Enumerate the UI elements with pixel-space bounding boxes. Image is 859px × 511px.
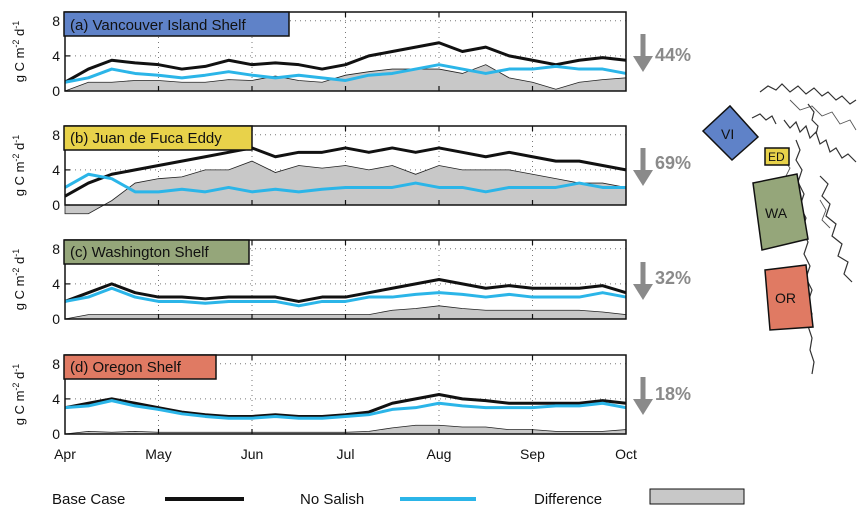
series-no-salish: [64, 63, 627, 84]
reduction-arrow-head: [633, 284, 653, 300]
panel-juan-de-fuca-eddy: 0 4 8 g C m-2 d-1 (b) Juan de Fuca Eddy 69%: [11, 125, 691, 215]
y-axis-label: g C m-2 d-1: [11, 21, 27, 83]
y-tick-label: 0: [52, 197, 60, 213]
panel-title: (b) Juan de Fuca Eddy: [70, 130, 222, 147]
panel-title-box: [63, 354, 217, 380]
y-axis-label: g C m-2 d-1: [11, 135, 27, 197]
y-tick-label: 8: [52, 13, 60, 29]
y-tick-label: 4: [52, 276, 60, 292]
x-tick-label: Jun: [241, 446, 264, 462]
coastline: [751, 83, 857, 375]
difference-area: [64, 305, 627, 320]
x-axis-labels: Apr May Jun Jul Aug Sep Oct: [54, 446, 637, 462]
y-tick-label: 4: [52, 48, 60, 64]
series-base-case: [64, 393, 627, 418]
map-box-ed: ED: [764, 147, 790, 166]
panel-title-box: [63, 125, 253, 151]
map-box-or: OR: [764, 264, 814, 331]
y-tick-label: 8: [52, 356, 60, 372]
svg-text:OR: OR: [775, 290, 796, 306]
y-tick-label: 4: [52, 162, 60, 178]
difference-area: [64, 64, 627, 92]
reduction-label: 18%: [655, 384, 691, 404]
y-tick-label: 8: [52, 127, 60, 143]
x-tick-label: Aug: [427, 446, 452, 462]
panel-vancouver-island-shelf: 0 4 8 g C m-2 d-1 (a) Vancouver Island Shel…: [11, 11, 691, 99]
panel-oregon-shelf: 0 4 8 g C m-2 d-1 (d) Oregon Shelf 18%: [11, 354, 691, 442]
panel-washington-shelf: 0 4 8 g C m-2 d-1 (c) Washington Shelf 32%: [11, 239, 691, 327]
region-map: VI ED WA OR: [701, 83, 857, 375]
x-tick-label: May: [145, 446, 171, 462]
reduction-label: 69%: [655, 153, 691, 173]
legend-label-nosalish: No Salish: [300, 491, 364, 508]
series-base-case: [64, 278, 627, 303]
x-tick-label: Sep: [520, 446, 545, 462]
series-base-case: [64, 41, 627, 84]
panel-title: (d) Oregon Shelf: [70, 359, 182, 376]
svg-text:WA: WA: [765, 205, 788, 221]
reduction-arrow-head: [633, 56, 653, 72]
reduction-label: 44%: [655, 45, 691, 65]
y-tick-label: 8: [52, 241, 60, 257]
y-axis-label: g C m-2 d-1: [11, 364, 27, 426]
map-box-wa: WA: [752, 173, 809, 251]
y-tick-label: 4: [52, 391, 60, 407]
panel-title-box: [63, 11, 290, 37]
x-tick-label: Apr: [54, 446, 76, 462]
legend-label-base: Base Case: [52, 491, 125, 508]
svg-text:ED: ED: [768, 150, 785, 164]
y-tick-label: 0: [52, 83, 60, 99]
series-no-salish: [64, 399, 627, 420]
y-axis-label: g C m-2 d-1: [11, 249, 27, 311]
panel-title: (a) Vancouver Island Shelf: [70, 17, 246, 34]
y-tick-label: 0: [52, 426, 60, 442]
legend-label-difference: Difference: [534, 491, 602, 508]
reduction-label: 32%: [655, 268, 691, 288]
reduction-arrow-head: [633, 399, 653, 415]
reduction-arrow-head: [633, 170, 653, 186]
legend: Base Case No Salish Difference: [52, 488, 745, 508]
series-no-salish: [64, 172, 626, 194]
svg-text:VI: VI: [721, 126, 734, 142]
panel-title-box: [63, 239, 250, 265]
map-box-vi: VI: [701, 104, 760, 162]
series-base-case: [64, 146, 627, 198]
series-no-salish: [64, 286, 627, 308]
legend-swatch-difference: [649, 488, 745, 505]
x-tick-label: Jul: [337, 446, 355, 462]
x-tick-label: Oct: [615, 446, 637, 462]
difference-area: [64, 424, 627, 435]
panel-title: (c) Washington Shelf: [70, 244, 210, 261]
y-tick-label: 0: [52, 311, 60, 327]
